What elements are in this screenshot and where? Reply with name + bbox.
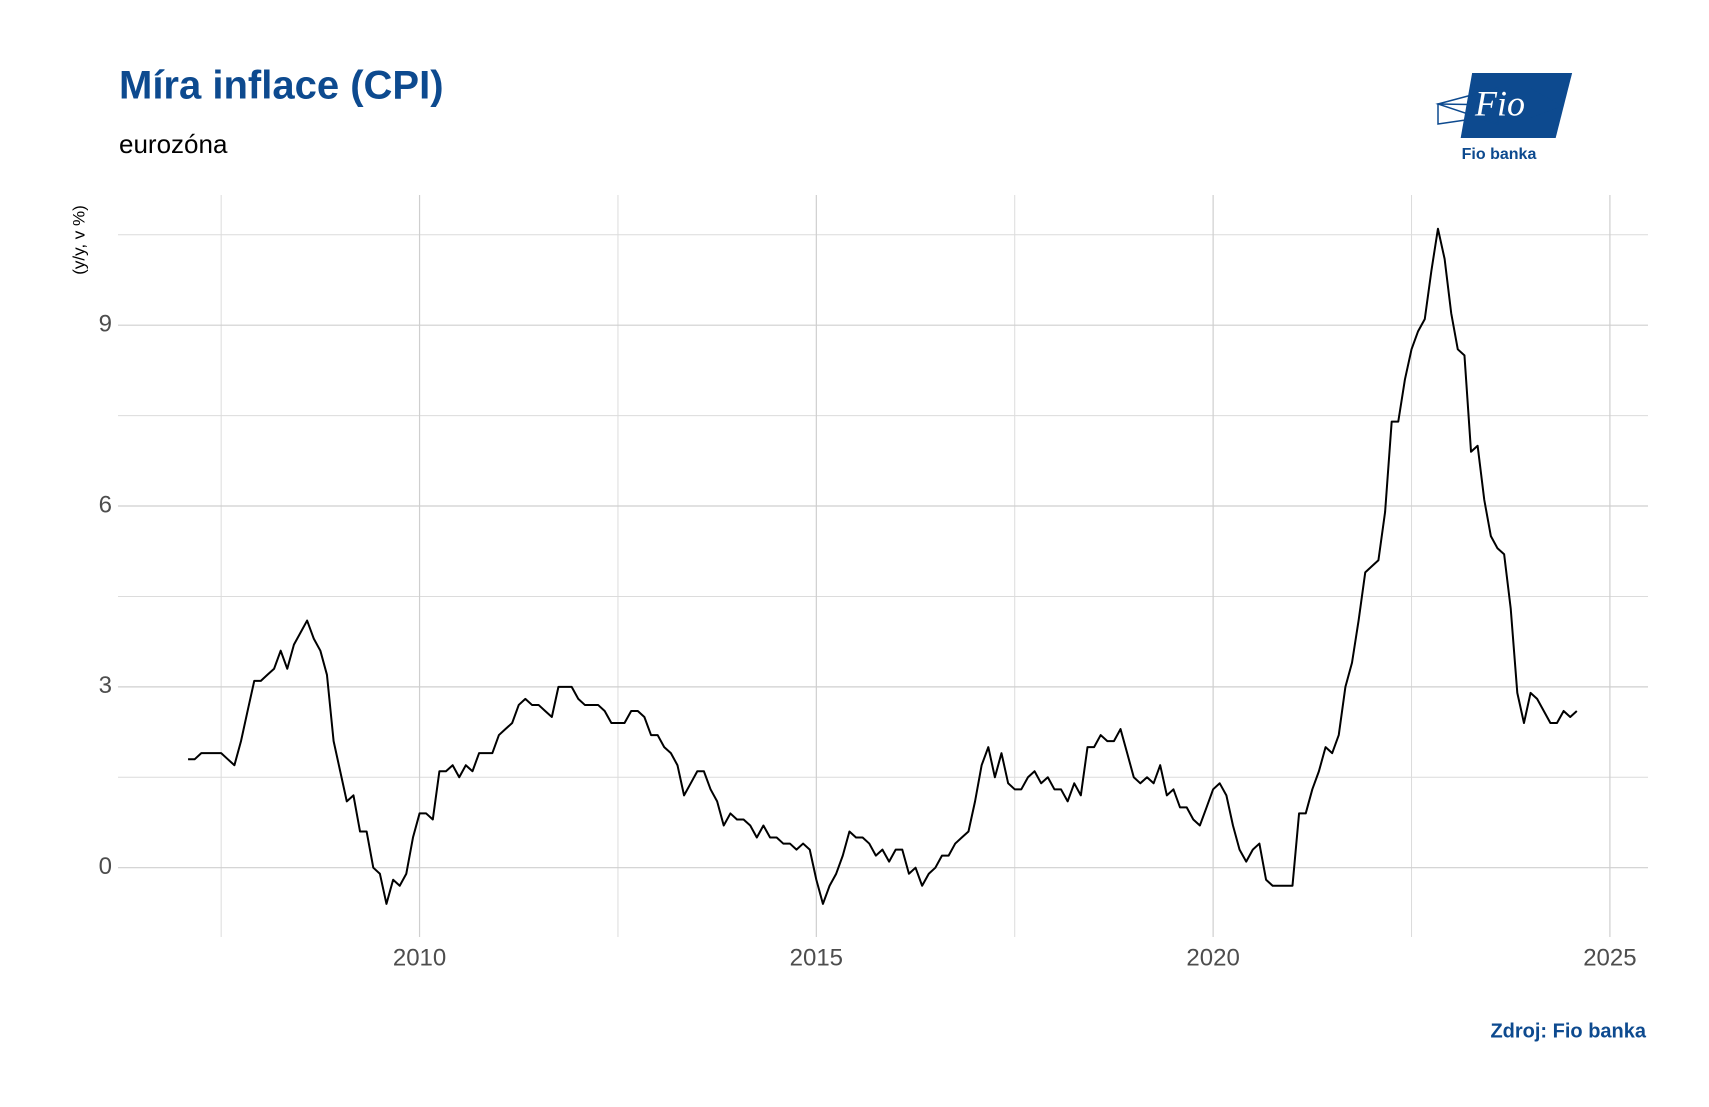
logo: Fio Fio banka: [1435, 73, 1573, 163]
y-tick-label: 6: [99, 491, 112, 518]
chart-title: Míra inflace (CPI): [119, 64, 444, 108]
x-tick-label: 2025: [1583, 944, 1636, 971]
chart-subtitle: eurozóna: [119, 129, 228, 159]
logo-shape: [1435, 87, 1499, 126]
x-tick-label: 2010: [393, 944, 446, 971]
line-series: [188, 227, 1578, 905]
y-tick-label: 0: [99, 853, 112, 880]
logo-mark: Fio: [1474, 83, 1525, 123]
y-tick-label: 3: [99, 672, 112, 699]
y-axis-label: (y/y, v %): [69, 205, 88, 275]
source: Zdroj: Fio banka: [1490, 1020, 1646, 1042]
logo-name: Fio banka: [1462, 146, 1537, 163]
x-tick-label: 2015: [790, 944, 843, 971]
logo-shape: [1460, 73, 1573, 138]
x-tick-label: 2020: [1186, 944, 1239, 971]
logo-shape: [1530, 88, 1562, 118]
y-tick-label: 9: [99, 311, 112, 338]
